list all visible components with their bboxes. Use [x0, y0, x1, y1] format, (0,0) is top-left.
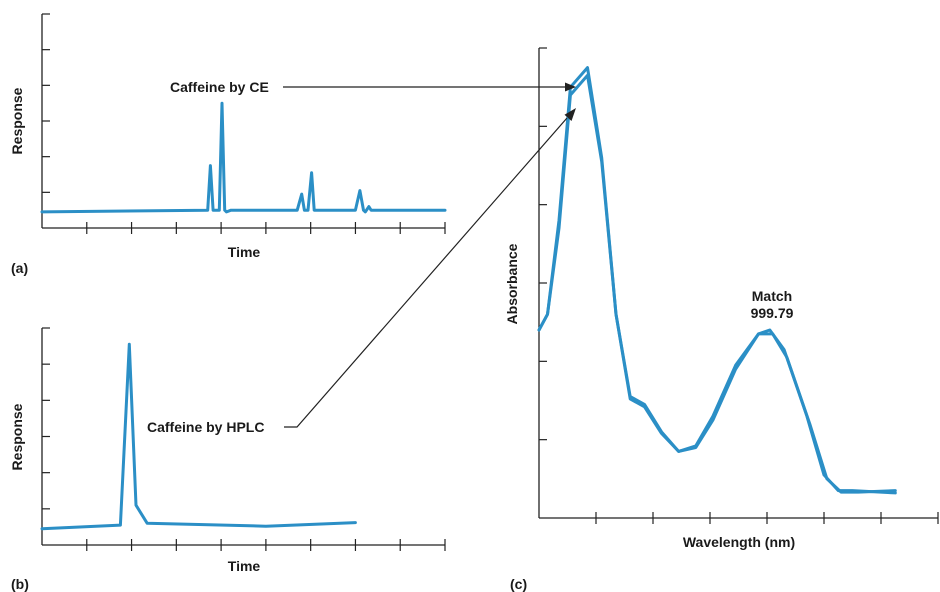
panel-c-trace-2 — [537, 73, 897, 494]
panel-a-trace-1 — [40, 101, 447, 214]
panel-a-tag: (a) — [11, 260, 28, 276]
panel-a-chart: Time Response (a) — [9, 13, 447, 276]
panel-c-chart: Wavelength (nm) Absorbance (c) Match 999… — [504, 47, 939, 592]
panel-b-y-label: Response — [9, 403, 25, 470]
panel-c-y-label: Absorbance — [504, 243, 520, 324]
annotation-hplc: Caffeine by HPLC — [147, 108, 576, 435]
match-value: 999.79 — [751, 305, 794, 321]
annotation-ce-label: Caffeine by CE — [170, 79, 269, 95]
panel-b-series — [40, 342, 357, 531]
panel-c-ticks — [539, 47, 939, 524]
panel-c-series — [537, 66, 897, 495]
annotation-hplc-arrowhead — [564, 108, 576, 121]
annotation-ce: Caffeine by CE — [170, 79, 576, 95]
panel-a-x-label: Time — [228, 244, 261, 260]
annotation-hplc-leader — [284, 117, 568, 428]
match-label: Match — [752, 288, 792, 304]
panel-b-trace-1 — [40, 342, 357, 531]
panel-c-trace-1 — [537, 66, 897, 495]
panel-b-tag: (b) — [11, 576, 29, 592]
annotation-hplc-label: Caffeine by HPLC — [147, 419, 264, 435]
panel-b-x-label: Time — [228, 558, 261, 574]
panel-a-ticks — [42, 13, 446, 234]
panel-c-x-label: Wavelength (nm) — [683, 534, 795, 550]
panel-a-y-label: Response — [9, 87, 25, 154]
panel-c-tag: (c) — [510, 576, 527, 592]
panel-b-ticks — [42, 327, 446, 551]
panel-a-series — [40, 101, 447, 214]
annotation-ce-arrowhead — [565, 82, 576, 92]
panel-b-chart: Time Response (b) — [9, 327, 446, 592]
